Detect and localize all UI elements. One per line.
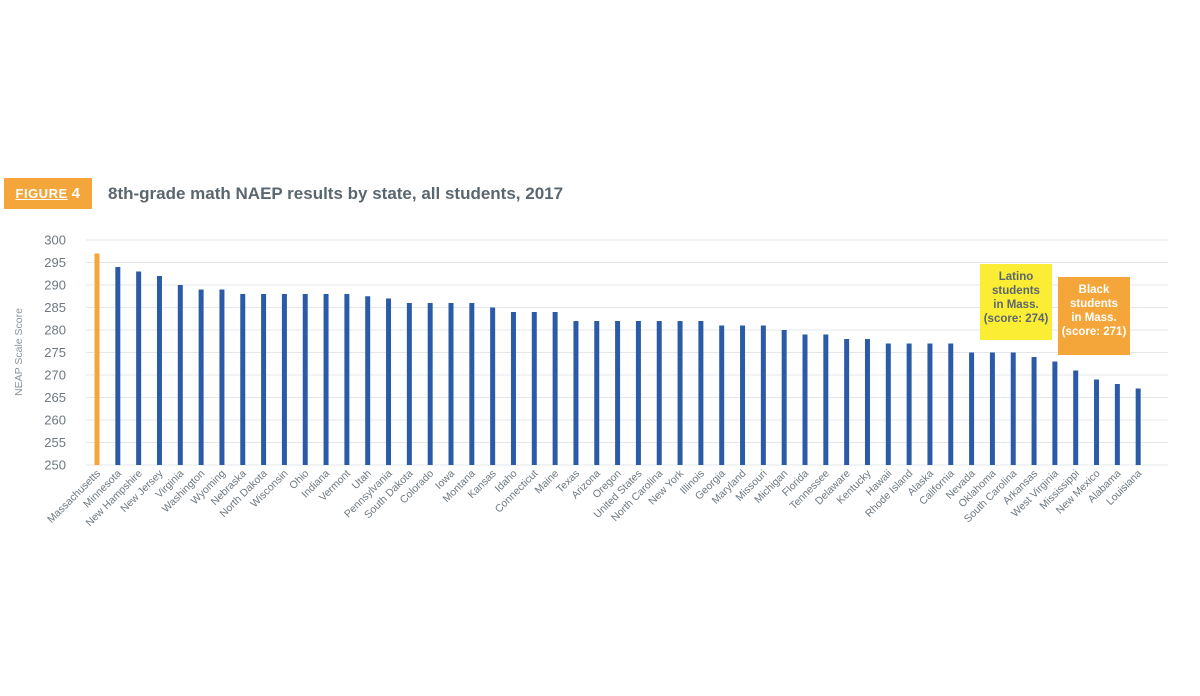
figure-number: 4 — [71, 185, 81, 202]
bar — [1031, 357, 1037, 465]
bars — [94, 253, 1141, 465]
bar — [531, 312, 537, 465]
x-tick-label: Maine — [533, 468, 562, 497]
annotation-text: in Mass. — [993, 299, 1038, 311]
bar — [469, 303, 475, 465]
annotation-box — [1058, 277, 1130, 355]
bar — [948, 343, 954, 465]
chart-title: 8th-grade math NAEP results by state, al… — [108, 184, 564, 203]
bar — [365, 296, 371, 465]
annotation-text: Latino — [999, 271, 1034, 283]
bar — [302, 294, 308, 465]
y-tick-label: 255 — [44, 435, 66, 450]
bar — [781, 330, 787, 465]
annotation-text: (score: 271) — [1062, 326, 1127, 338]
bar — [635, 321, 641, 465]
annotation-text: in Mass. — [1071, 312, 1116, 324]
bar — [198, 289, 204, 465]
bar — [552, 312, 558, 465]
bar — [281, 294, 287, 465]
bar — [698, 321, 704, 465]
y-tick-label: 260 — [44, 413, 66, 428]
bar — [177, 285, 183, 465]
bar — [656, 321, 662, 465]
annotation-text: students — [1070, 298, 1118, 310]
bar — [740, 325, 746, 465]
bar — [1135, 388, 1141, 465]
y-tick-label: 270 — [44, 368, 66, 383]
bar — [719, 325, 725, 465]
bar — [823, 334, 829, 465]
y-tick-label: 290 — [44, 278, 66, 293]
annotation-box — [980, 264, 1052, 340]
y-tick-label: 300 — [44, 233, 66, 248]
figure-word: FIGURE — [15, 186, 68, 201]
bar — [115, 267, 121, 465]
bar — [1094, 379, 1100, 465]
gridlines — [86, 239, 1168, 466]
annotation-text: Black — [1079, 284, 1110, 296]
bar — [510, 312, 516, 465]
y-tick-label: 295 — [44, 255, 66, 270]
bar — [594, 321, 600, 465]
y-tick-label: 285 — [44, 300, 66, 315]
bar — [344, 294, 350, 465]
bar — [1073, 370, 1079, 465]
annotation-text: (score: 274) — [984, 313, 1049, 325]
annotations: Latino students in Mass. (score: 274) Black s… — [980, 264, 1130, 355]
bar — [94, 253, 100, 465]
bar — [864, 339, 870, 465]
annotation-text: students — [992, 285, 1040, 297]
bar — [885, 343, 891, 465]
chart-header: FIGURE 4 8th-grade math NAEP results by … — [0, 178, 1200, 210]
bar — [760, 325, 766, 465]
bar — [490, 307, 496, 465]
bar — [573, 321, 579, 465]
bar — [1010, 352, 1016, 465]
y-tick-label: 280 — [44, 323, 66, 338]
bar — [136, 271, 142, 465]
y-tick-label: 265 — [44, 390, 66, 405]
bar — [1052, 361, 1058, 465]
bar — [615, 321, 621, 465]
bar — [989, 352, 995, 465]
bar — [969, 352, 975, 465]
bar — [240, 294, 246, 465]
bar — [677, 321, 683, 465]
y-tick-label: 250 — [44, 458, 66, 473]
bar — [427, 303, 433, 465]
bar — [156, 276, 162, 465]
bar — [386, 298, 392, 465]
bar — [927, 343, 933, 465]
bar — [802, 334, 808, 465]
bar — [323, 294, 329, 465]
y-axis-title: NEAP Scale Score — [13, 308, 25, 396]
bar — [406, 303, 412, 465]
bar — [261, 294, 267, 465]
bar — [906, 343, 912, 465]
bar — [448, 303, 454, 465]
figure-badge: FIGURE 4 — [4, 178, 92, 209]
bar — [1114, 384, 1120, 465]
bar — [844, 339, 850, 465]
y-tick-label: 275 — [44, 345, 66, 360]
y-axis: 300 295 290 285 280 275 270 265 260 255 250 — [44, 233, 66, 473]
bar — [219, 289, 225, 465]
